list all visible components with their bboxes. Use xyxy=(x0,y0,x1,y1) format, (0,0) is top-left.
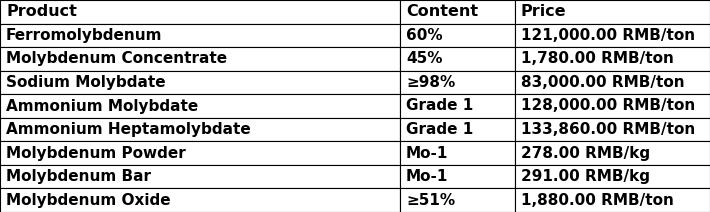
Bar xyxy=(515,24,710,47)
Text: Ammonium Heptamolybdate: Ammonium Heptamolybdate xyxy=(6,122,251,137)
Bar xyxy=(515,0,710,24)
Text: Ammonium Molybdate: Ammonium Molybdate xyxy=(6,99,198,113)
Text: 60%: 60% xyxy=(406,28,442,43)
Text: Product: Product xyxy=(6,4,77,19)
Text: Molybdenum Concentrate: Molybdenum Concentrate xyxy=(6,51,227,66)
Text: Sodium Molybdate: Sodium Molybdate xyxy=(6,75,165,90)
Text: Content: Content xyxy=(406,4,478,19)
Bar xyxy=(515,188,710,212)
Text: Grade 1: Grade 1 xyxy=(406,122,474,137)
Bar xyxy=(515,118,710,141)
Bar xyxy=(400,94,515,118)
Text: 1,880.00 RMB/ton: 1,880.00 RMB/ton xyxy=(521,193,674,208)
Bar xyxy=(515,47,710,71)
Bar xyxy=(0,24,400,47)
Bar xyxy=(515,71,710,94)
Bar xyxy=(400,47,515,71)
Text: 128,000.00 RMB/ton: 128,000.00 RMB/ton xyxy=(521,99,695,113)
Bar xyxy=(0,188,400,212)
Text: 278.00 RMB/kg: 278.00 RMB/kg xyxy=(521,146,650,161)
Bar xyxy=(400,71,515,94)
Bar xyxy=(0,71,400,94)
Text: Molybdenum Powder: Molybdenum Powder xyxy=(6,146,186,161)
Text: 291.00 RMB/kg: 291.00 RMB/kg xyxy=(521,169,650,184)
Text: 121,000.00 RMB/ton: 121,000.00 RMB/ton xyxy=(521,28,695,43)
Text: Price: Price xyxy=(521,4,567,19)
Bar xyxy=(0,165,400,188)
Bar xyxy=(400,141,515,165)
Bar xyxy=(400,0,515,24)
Bar xyxy=(0,141,400,165)
Text: 83,000.00 RMB/ton: 83,000.00 RMB/ton xyxy=(521,75,684,90)
Text: Mo-1: Mo-1 xyxy=(406,146,449,161)
Bar xyxy=(400,118,515,141)
Bar xyxy=(515,141,710,165)
Text: Molybdenum Bar: Molybdenum Bar xyxy=(6,169,151,184)
Bar xyxy=(400,188,515,212)
Bar xyxy=(0,94,400,118)
Text: 133,860.00 RMB/ton: 133,860.00 RMB/ton xyxy=(521,122,695,137)
Text: Grade 1: Grade 1 xyxy=(406,99,474,113)
Text: Molybdenum Oxide: Molybdenum Oxide xyxy=(6,193,170,208)
Text: 1,780.00 RMB/ton: 1,780.00 RMB/ton xyxy=(521,51,674,66)
Text: ≥51%: ≥51% xyxy=(406,193,455,208)
Bar xyxy=(0,47,400,71)
Text: Mo-1: Mo-1 xyxy=(406,169,449,184)
Bar xyxy=(400,24,515,47)
Text: 45%: 45% xyxy=(406,51,442,66)
Text: Ferromolybdenum: Ferromolybdenum xyxy=(6,28,163,43)
Bar xyxy=(0,118,400,141)
Bar xyxy=(0,0,400,24)
Text: ≥98%: ≥98% xyxy=(406,75,455,90)
Bar xyxy=(515,165,710,188)
Bar xyxy=(400,165,515,188)
Bar xyxy=(515,94,710,118)
